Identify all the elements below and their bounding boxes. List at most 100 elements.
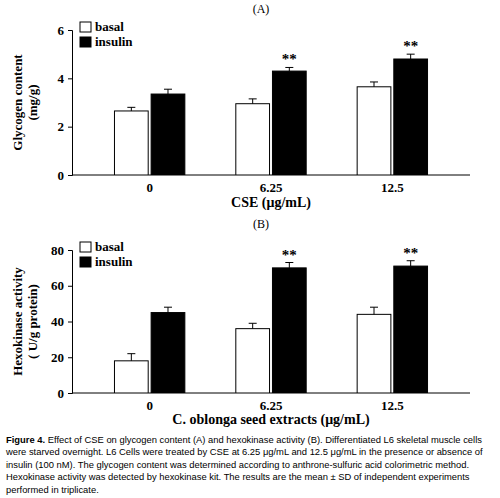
x-axis-title: C. oblonga seed extracts (μg/mL) (172, 412, 370, 428)
bar (151, 94, 185, 175)
y-axis-line (68, 31, 73, 176)
y-tick-label: 6 (58, 23, 65, 38)
caption-text: Effect of CSE on glycogen content (A) an… (6, 434, 483, 495)
y-axis-title: Hexokinase activity (10, 267, 25, 376)
legend-swatch (80, 257, 91, 267)
x-tick: 0 (146, 175, 153, 195)
bar (151, 313, 185, 393)
x-tick-label: 0 (146, 180, 153, 195)
error-bar (164, 307, 172, 312)
y-tick: 6 (58, 23, 73, 38)
x-tick-label: 6.25 (260, 180, 283, 195)
significance-mark: ** (282, 51, 297, 67)
legend-label: basal (95, 19, 124, 34)
bar (394, 266, 428, 393)
error-bar (370, 307, 378, 314)
chart: (B) 0 20 40 60 80 0 6.25 12.5 ** ** basalinsulin Hex… (10, 217, 470, 428)
error-bar (164, 89, 172, 94)
significance-mark: ** (403, 245, 418, 261)
bar (236, 329, 270, 393)
y-tick-label: 0 (58, 168, 65, 183)
bar (272, 71, 306, 175)
y-tick-label: 40 (51, 314, 64, 329)
y-tick-mark (68, 250, 72, 251)
plot-marks (114, 54, 427, 175)
legend-label: insulin (95, 34, 133, 49)
caption-label: Figure 4. (6, 434, 45, 445)
significance-mark: ** (282, 247, 297, 263)
y-tick: 4 (58, 71, 73, 86)
y-tick-label: 2 (58, 119, 65, 134)
y-tick-label: 80 (51, 243, 64, 258)
error-bar (407, 261, 415, 266)
bar (394, 59, 428, 175)
chart-title: (B) (253, 217, 269, 231)
y-tick: 20 (51, 350, 72, 365)
y-tick-label: 0 (58, 386, 65, 401)
y-axis: 0 20 40 60 80 (51, 243, 73, 401)
x-tick-label: 12.5 (381, 398, 404, 413)
error-bar (285, 67, 293, 71)
x-tick: 12.5 (381, 175, 404, 195)
bar (357, 87, 391, 175)
y-tick: 60 (51, 278, 72, 293)
y-tick: 80 (51, 243, 72, 258)
legend-label: insulin (95, 254, 133, 269)
error-bar (407, 54, 415, 59)
x-tick-label: 6.25 (260, 398, 283, 413)
x-tick-label: 12.5 (381, 180, 404, 195)
bar (272, 268, 306, 393)
y-tick: 40 (51, 314, 72, 329)
y-axis-title: (mg/g) (25, 84, 40, 120)
figure: (A)024606.2512.5****basalinsulinGlycogen… (0, 0, 500, 432)
x-tick: 6.25 (260, 393, 283, 413)
y-tick-mark (68, 286, 72, 287)
error-bar (249, 99, 257, 104)
caption-space (45, 434, 48, 445)
plot-marks (114, 261, 427, 393)
error-bar (127, 107, 135, 111)
x-tick-label: 0 (146, 398, 153, 413)
chart: (A) 0 2 4 6 0 6.25 12.5 ** ** basalinsulin Glycogen… (10, 2, 470, 211)
y-tick-label: 20 (51, 350, 64, 365)
caption: Figure 4. Effect of CSE on glycogen cont… (6, 434, 494, 496)
bar (114, 361, 148, 393)
legend: basalinsulin (80, 19, 133, 49)
y-axis-line (68, 251, 73, 394)
y-axis: 0 2 4 6 (58, 23, 73, 183)
y-tick-mark (68, 357, 72, 358)
y-tick-label: 60 (51, 278, 64, 293)
y-tick-mark (68, 127, 72, 128)
error-bar (127, 354, 135, 361)
x-tick: 6.25 (260, 175, 283, 195)
y-tick: 2 (58, 119, 73, 134)
error-bar (370, 82, 378, 87)
legend-label: basal (95, 239, 124, 254)
y-tick-mark (68, 30, 72, 31)
x-tick: 0 (146, 393, 153, 413)
legend-swatch (80, 22, 91, 32)
legend-swatch (80, 242, 91, 252)
y-axis-title: Glycogen content (10, 54, 25, 151)
bar (357, 314, 391, 393)
y-tick-mark (68, 393, 72, 394)
chart-title: (A) (253, 2, 270, 16)
x-tick: 12.5 (381, 393, 404, 413)
x-axis: 0 6.25 12.5 (72, 393, 470, 413)
y-tick: 0 (58, 168, 73, 183)
x-axis: 0 6.25 12.5 (72, 175, 470, 195)
y-tick: 0 (58, 386, 73, 401)
bar (114, 111, 148, 175)
bar (236, 104, 270, 175)
y-tick-mark (68, 78, 72, 79)
y-axis-title: ( U/g protein) (25, 284, 40, 359)
x-axis-title: CSE (μg/mL) (231, 195, 311, 211)
legend: basalinsulin (80, 239, 133, 269)
legend-swatch (80, 37, 91, 47)
y-tick-mark (68, 175, 72, 176)
y-tick-label: 4 (58, 71, 65, 86)
y-tick-mark (68, 322, 72, 323)
significance-mark: ** (403, 38, 418, 54)
error-bar (249, 323, 257, 328)
error-bar (285, 263, 293, 268)
